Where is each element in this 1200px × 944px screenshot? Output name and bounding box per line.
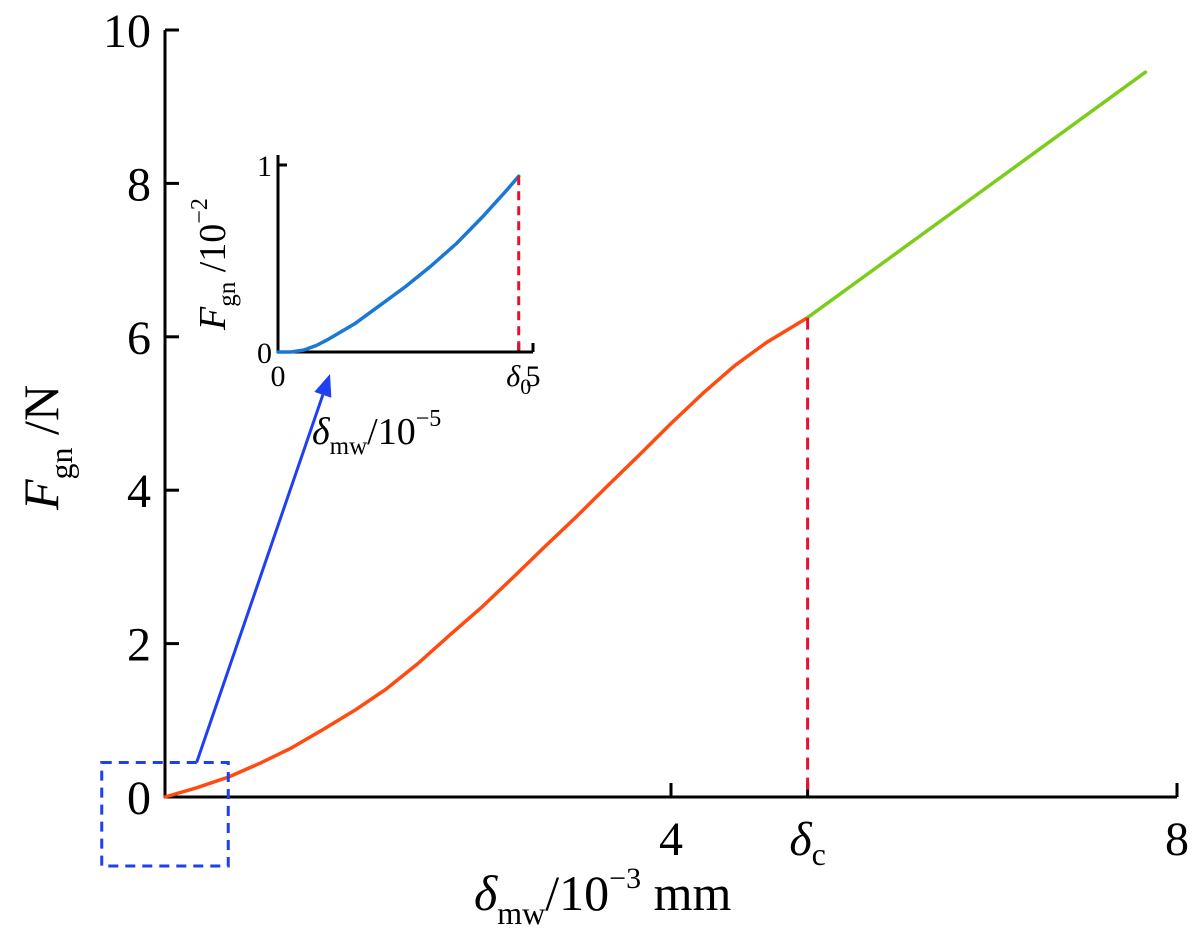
inset-x-axis-subscript: mw — [330, 433, 368, 460]
inset-x-tick-label-0: 0 — [271, 360, 286, 393]
y-axis-subscript: gn — [43, 447, 79, 479]
main-x-tick-label-2: 8 — [1165, 813, 1189, 866]
main-x-tick-label-0: 4 — [659, 813, 683, 866]
inset-x-axis-exponent: −5 — [416, 406, 442, 432]
x-axis-exponent: −3 — [609, 862, 641, 895]
zoom-box — [100, 760, 230, 868]
zoom-arrow — [195, 394, 325, 763]
main-series-line-0 — [163, 315, 810, 799]
x-axis-label: δmw/10−3 mm — [474, 862, 731, 931]
main-series-line-1 — [805, 70, 1148, 320]
main-y-tick-label-4: 8 — [127, 158, 151, 211]
inset-y-axis-symbol: F — [192, 306, 234, 331]
inset-x-tick-label-1: δ0 — [506, 360, 531, 399]
inset-chart: 010 δ05 δmw/10−5 Fgn /10−2 — [187, 150, 541, 460]
inset-y-tick-label-1: 1 — [257, 150, 272, 183]
main-x-tick-label-1: δc — [789, 813, 826, 872]
y-axis-label: Fgn /N — [13, 385, 79, 511]
main-y-tick-label-1: 2 — [127, 619, 151, 672]
inset-series-line-0 — [276, 174, 521, 354]
main-series — [163, 70, 1148, 799]
main-y-tick-label-3: 6 — [127, 312, 151, 365]
x-axis-unit: mm — [641, 865, 731, 921]
inset-y-axis-subscript: gn — [214, 281, 241, 307]
inset-y-tick-label-0: 0 — [257, 337, 272, 370]
inset-y-axis-label: Fgn /10−2 — [187, 198, 241, 331]
inset-y-axis-exponent: −2 — [187, 198, 213, 224]
y-axis-symbol: F — [13, 479, 69, 511]
x-axis-symbol: δ — [474, 865, 498, 921]
x-axis-subscript: mw — [497, 895, 545, 931]
inset-y-axis-scale: /10 — [192, 224, 234, 282]
main-y-tick-label-2: 4 — [127, 465, 151, 518]
x-axis-scale: /10 — [545, 865, 609, 921]
inset-series — [276, 174, 521, 354]
inset-x-tick-label-2: 5 — [526, 360, 541, 393]
inset-ticks: 0 1 0 δ05 — [257, 150, 541, 399]
main-y-tick-label-0: 0 — [127, 772, 151, 825]
main-y-tick-label-5: 10 — [103, 5, 151, 58]
y-axis-unit: /N — [13, 385, 69, 448]
inset-x-axis-symbol: δ — [312, 411, 331, 453]
inset-x-axis-label: δmw/10−5 — [312, 406, 441, 460]
inset-x-axis-scale: /10 — [367, 411, 416, 453]
zoom-arrowhead — [314, 374, 332, 398]
